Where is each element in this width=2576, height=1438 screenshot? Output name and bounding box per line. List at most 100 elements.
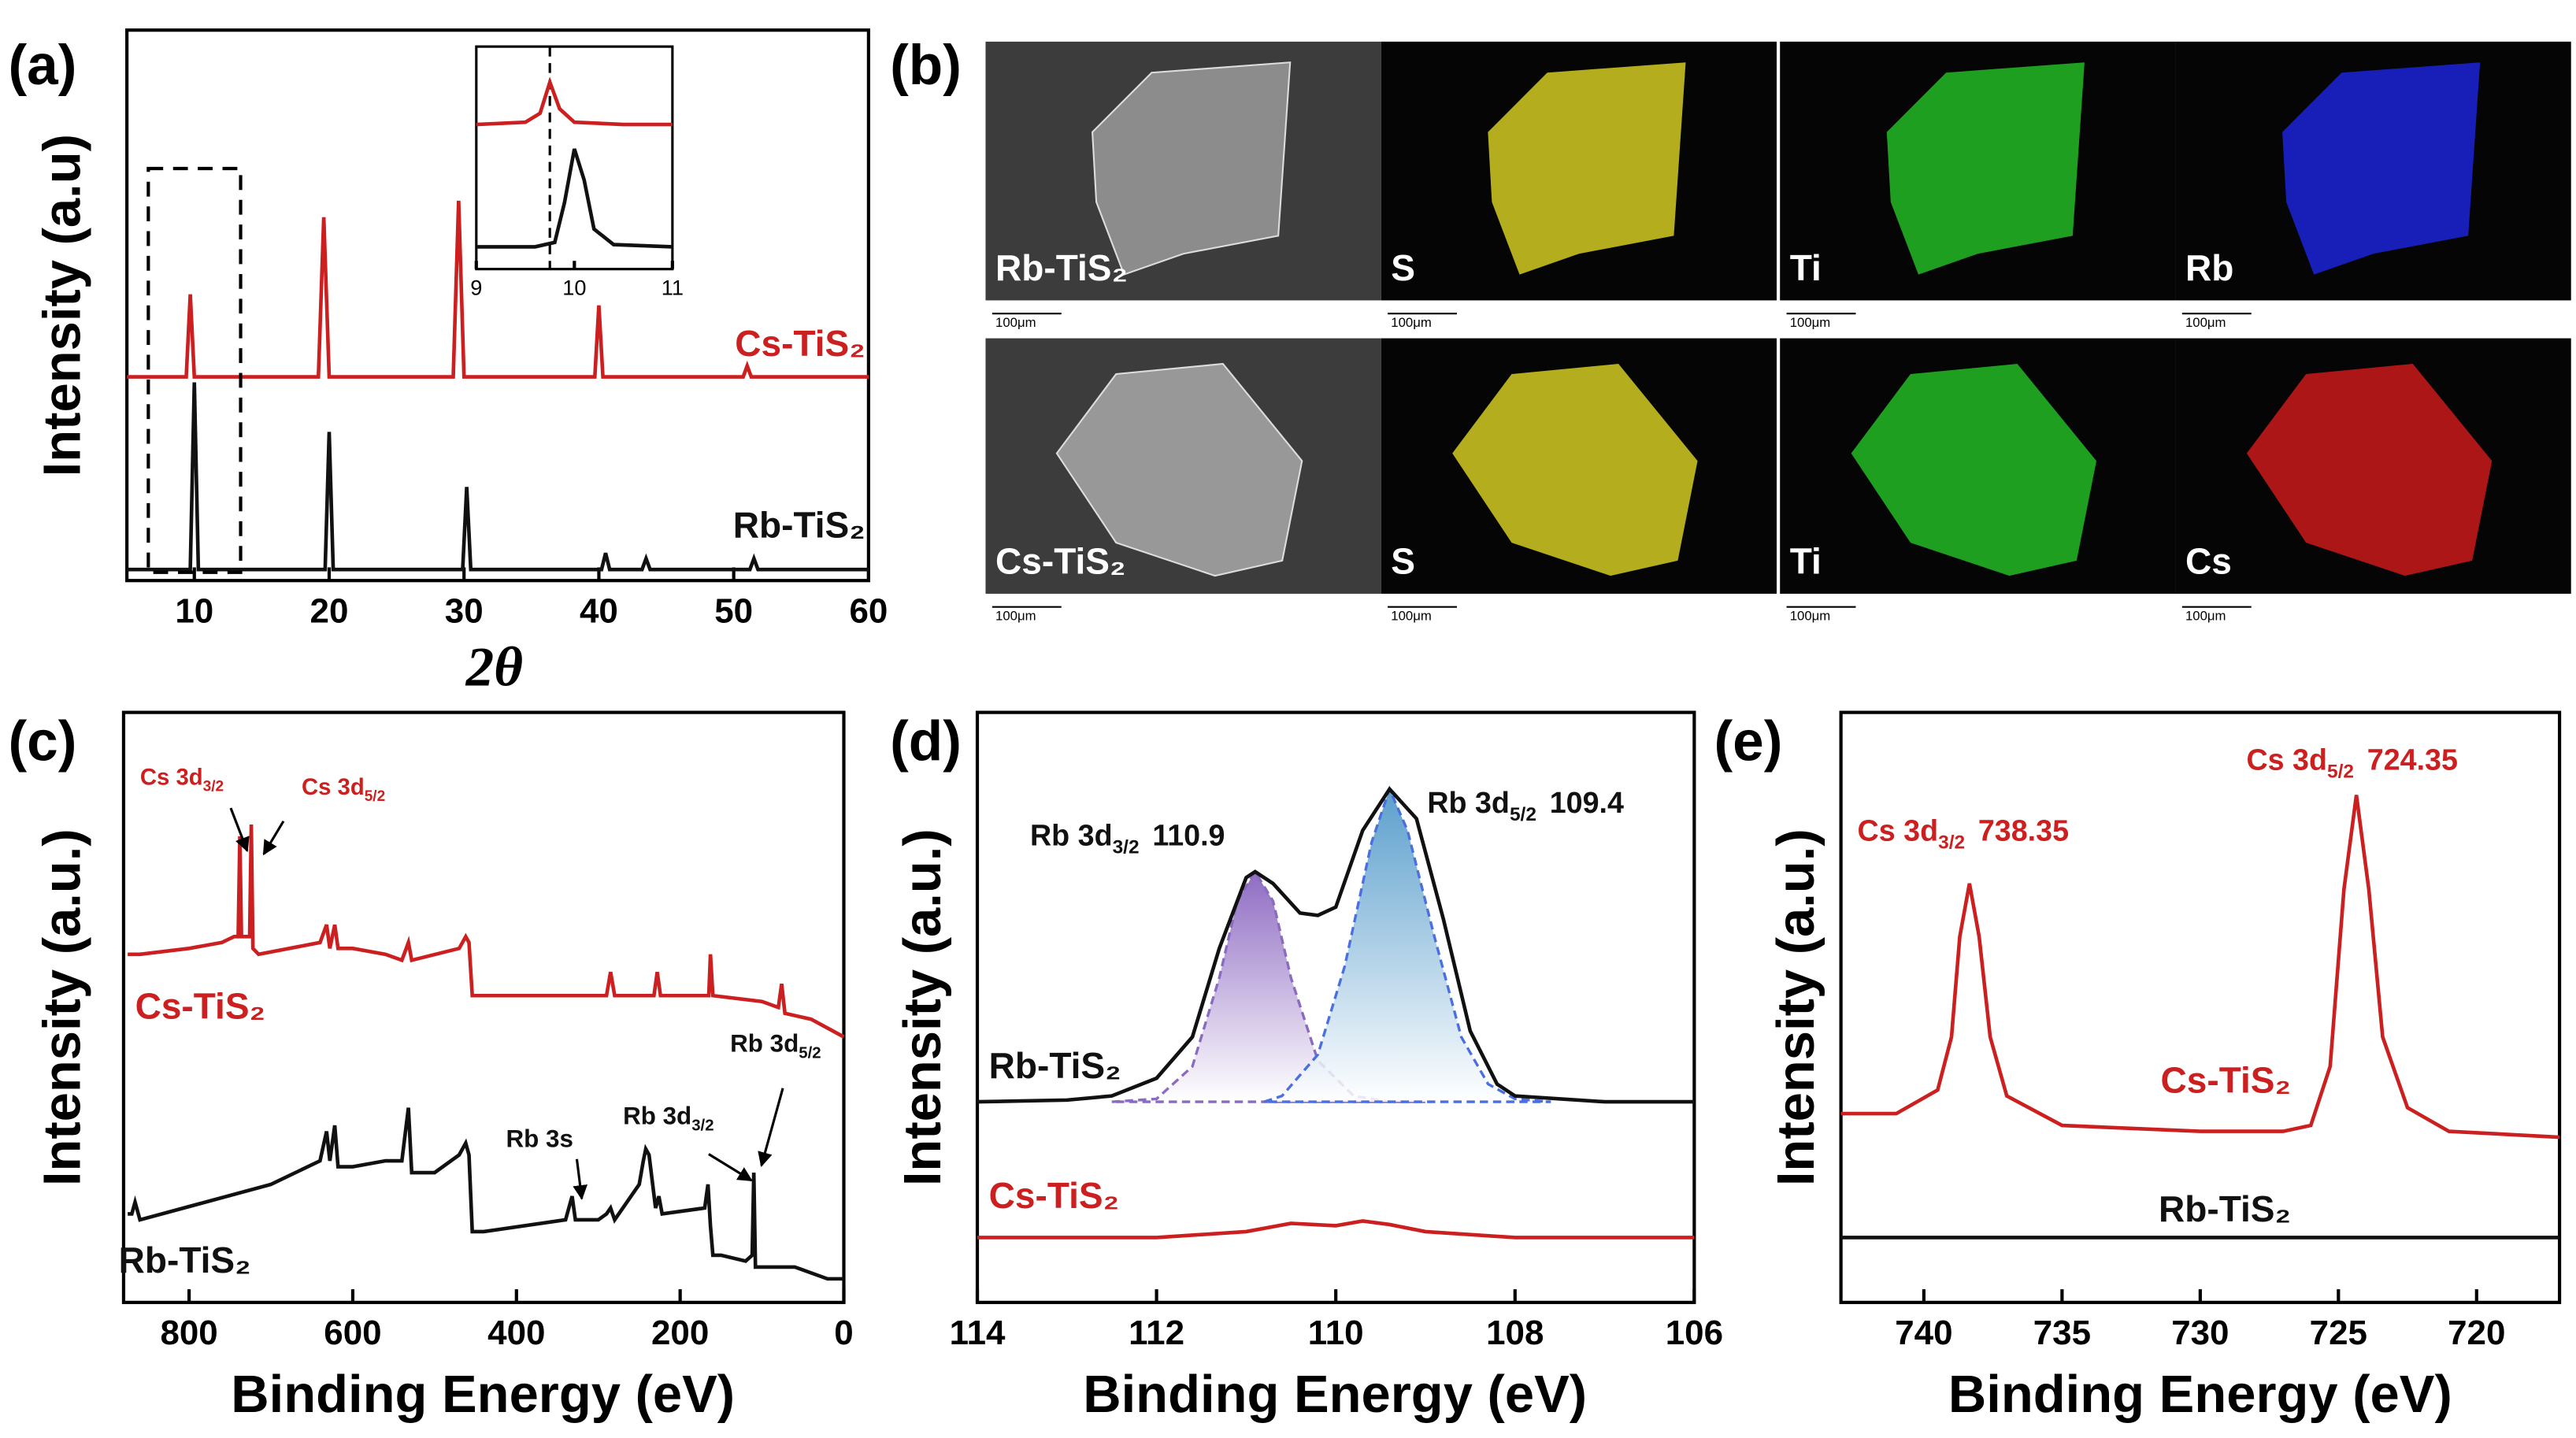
annotation-arrow	[229, 807, 250, 853]
element-map	[2246, 364, 2493, 576]
x-tick-label: 40	[580, 592, 618, 631]
peak-annotation: Rb 3d3/2 110.9	[1030, 819, 1225, 858]
annotation-text: Rb 3d	[623, 1103, 691, 1130]
x-axis-title: Binding Energy (eV)	[1083, 1365, 1587, 1424]
annotation-subscript: 5/2	[2327, 761, 2354, 782]
scale-bar-label: 100μm	[1790, 609, 1831, 624]
x-axis-title: Binding Energy (eV)	[1948, 1365, 2452, 1424]
map-label: S	[1391, 540, 1415, 581]
x-tick-label: 740	[1895, 1314, 1952, 1352]
peak-annotation: Rb 3d5/2	[730, 1030, 821, 1062]
peak-annotation: Cs 3d3/2 738.35	[1858, 814, 2069, 853]
panel-label: (e)	[1714, 710, 1782, 773]
y-axis-title: Intensity (a.u.)	[1766, 828, 1825, 1186]
annotation-text: Cs 3d	[302, 774, 365, 800]
series-label: Cs-TiS₂	[989, 1175, 1119, 1216]
x-tick-label: 200	[651, 1314, 709, 1352]
series-label: Rb-TiS₂	[2159, 1188, 2291, 1229]
scale-bar-label: 100μm	[2185, 315, 2226, 330]
x-axis-title: 2θ	[465, 637, 523, 699]
annotation-text: Cs 3d	[1858, 814, 1939, 847]
scale-bar-label: 100μm	[1391, 609, 1432, 624]
annotation-arrow	[708, 1153, 753, 1182]
annotation-text: Rb 3d	[730, 1030, 799, 1058]
annotation-text: Rb 3s	[506, 1125, 573, 1153]
annotation-subscript: 3/2	[691, 1117, 713, 1135]
annotation-subscript: 5/2	[1510, 804, 1536, 825]
spectrum-line	[127, 200, 869, 379]
map-label: Ti	[1790, 247, 1822, 288]
annotation-arrow	[758, 1088, 784, 1167]
map-label: Rb	[2185, 247, 2233, 288]
series-label: Cs-TiS₂	[2161, 1060, 2291, 1101]
annotation-arrow	[573, 1158, 587, 1200]
x-tick-label: 11	[662, 276, 684, 300]
series-label: Cs-TiS₂	[135, 985, 265, 1026]
peak-annotation: Rb 3d5/2 109.4	[1427, 786, 1624, 825]
panel-label: (a)	[8, 35, 76, 97]
x-tick-label: 106	[1666, 1314, 1723, 1352]
map-label: Rb-TiS₂	[995, 247, 1128, 288]
peak-annotation: Rb 3d3/2	[623, 1103, 714, 1135]
map-label: Cs-TiS₂	[995, 540, 1125, 581]
element-map	[1851, 364, 2097, 576]
x-tick-label: 20	[310, 592, 349, 631]
annotation-text: Rb 3d	[1030, 819, 1113, 852]
panel-label: (b)	[890, 35, 962, 97]
x-tick-label: 800	[160, 1314, 217, 1352]
y-axis-title: Intensity (a.u.)	[32, 828, 91, 1186]
annotation-value: 109.4	[1550, 786, 1624, 819]
spectrum-line	[127, 382, 869, 572]
scale-bar-label: 100μm	[1391, 315, 1432, 330]
y-axis-title: Intensity (a.u.)	[893, 828, 952, 1186]
annotation-arrow	[262, 820, 285, 856]
x-tick-label: 114	[950, 1314, 1006, 1352]
element-map	[1886, 62, 2085, 275]
panel-label: (d)	[890, 710, 962, 773]
x-tick-label: 50	[714, 592, 753, 631]
element-map	[1452, 364, 1698, 576]
series-label: Rb-TiS₂	[733, 504, 865, 545]
x-tick-label: 112	[1129, 1314, 1184, 1352]
annotation-value: 724.35	[2367, 743, 2458, 776]
plot-frame	[121, 710, 846, 1304]
x-tick-label: 60	[849, 592, 888, 631]
element-map	[2282, 62, 2481, 275]
peak-annotation: Cs 3d5/2 724.35	[2246, 743, 2457, 782]
annotation-subscript: 3/2	[1938, 832, 1965, 853]
x-tick-label: 720	[2448, 1314, 2505, 1352]
peak-annotation: Cs 3d5/2	[302, 774, 385, 805]
fit-peak	[1263, 785, 1551, 1103]
annotation-subscript: 5/2	[799, 1045, 821, 1062]
spectrum-line	[1840, 795, 2560, 1140]
x-tick-label: 110	[1308, 1314, 1364, 1352]
x-tick-label: 400	[487, 1314, 545, 1352]
y-axis-title: Intensity (a.u)	[32, 134, 91, 476]
panel-label: (c)	[8, 710, 76, 773]
x-axis-title: Binding Energy (eV)	[231, 1365, 735, 1424]
annotation-subscript: 3/2	[203, 778, 224, 795]
spectrum-line	[476, 148, 673, 249]
x-tick-label: 10	[562, 276, 586, 300]
annotation-subscript: 5/2	[365, 788, 385, 804]
x-tick-label: 0	[834, 1314, 853, 1352]
sem-flake	[1092, 61, 1292, 276]
annotation-text: Cs 3d	[140, 764, 203, 790]
map-label: Ti	[1790, 540, 1822, 581]
peak-annotation: Rb 3s	[506, 1125, 573, 1153]
x-tick-label: 600	[324, 1314, 381, 1352]
x-tick-label: 725	[2310, 1314, 2367, 1352]
spectrum-line	[977, 786, 1695, 1104]
x-tick-label: 30	[445, 592, 484, 631]
series-label: Cs-TiS₂	[735, 323, 865, 364]
element-map	[1488, 62, 1686, 275]
scale-bar-label: 100μm	[995, 315, 1036, 330]
x-tick-label: 730	[2171, 1314, 2229, 1352]
series-label: Rb-TiS₂	[119, 1240, 251, 1280]
spectrum-line	[128, 1107, 844, 1281]
annotation-value: 738.35	[1978, 814, 2069, 847]
x-tick-label: 108	[1486, 1314, 1544, 1352]
scale-bar-label: 100μm	[995, 609, 1036, 624]
plot-frame	[1839, 710, 2562, 1304]
